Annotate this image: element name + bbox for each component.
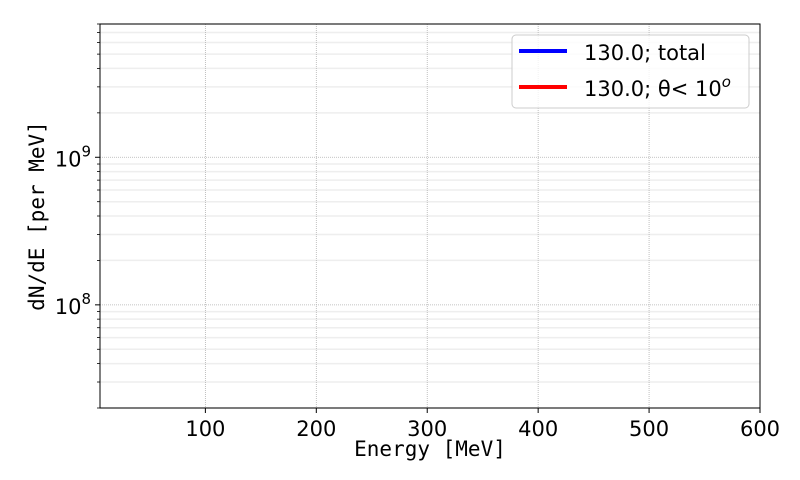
x-tick-label: 300 <box>407 417 447 441</box>
ticks: 108 109 100 200 300 400 500 600 <box>55 23 780 441</box>
legend-label-total: 130.0; total <box>584 41 706 65</box>
x-tick-label: 600 <box>740 417 780 441</box>
x-tick-label: 400 <box>518 417 558 441</box>
x-tick-label: 200 <box>296 417 336 441</box>
x-tick-label: 100 <box>185 417 225 441</box>
legend-box <box>511 34 750 109</box>
legend-label-theta: 130.0; θ< 10o <box>584 73 731 101</box>
x-axis-label: Energy [MeV] <box>354 437 506 461</box>
y-axis-label: dN/dE [per MeV] <box>25 121 49 311</box>
y-tick-label: 109 <box>55 142 91 171</box>
y-tick-label: 108 <box>55 290 91 319</box>
legend: 130.0; total 130.0; θ< 10o <box>511 34 750 109</box>
x-tick-label: 500 <box>629 417 669 441</box>
